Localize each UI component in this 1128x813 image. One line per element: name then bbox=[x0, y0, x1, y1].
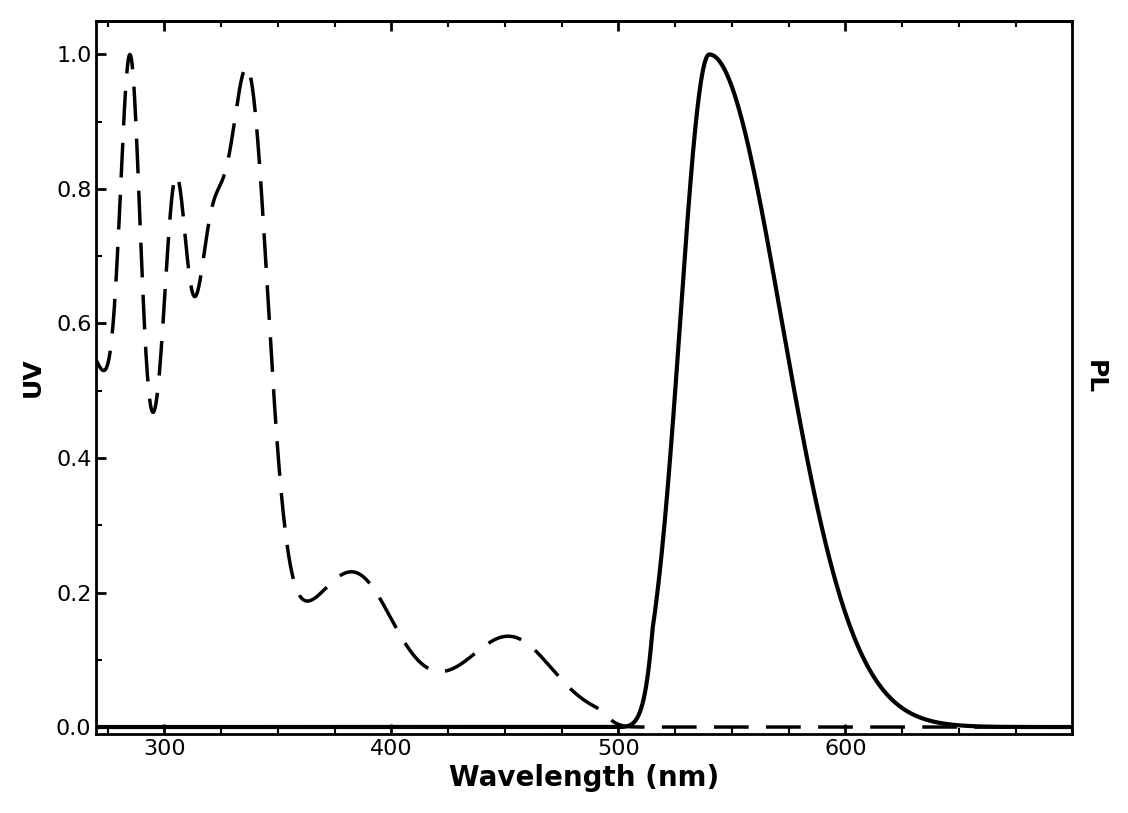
X-axis label: Wavelength (nm): Wavelength (nm) bbox=[449, 764, 720, 792]
Y-axis label: PL: PL bbox=[1083, 360, 1108, 394]
Y-axis label: UV: UV bbox=[20, 358, 45, 397]
